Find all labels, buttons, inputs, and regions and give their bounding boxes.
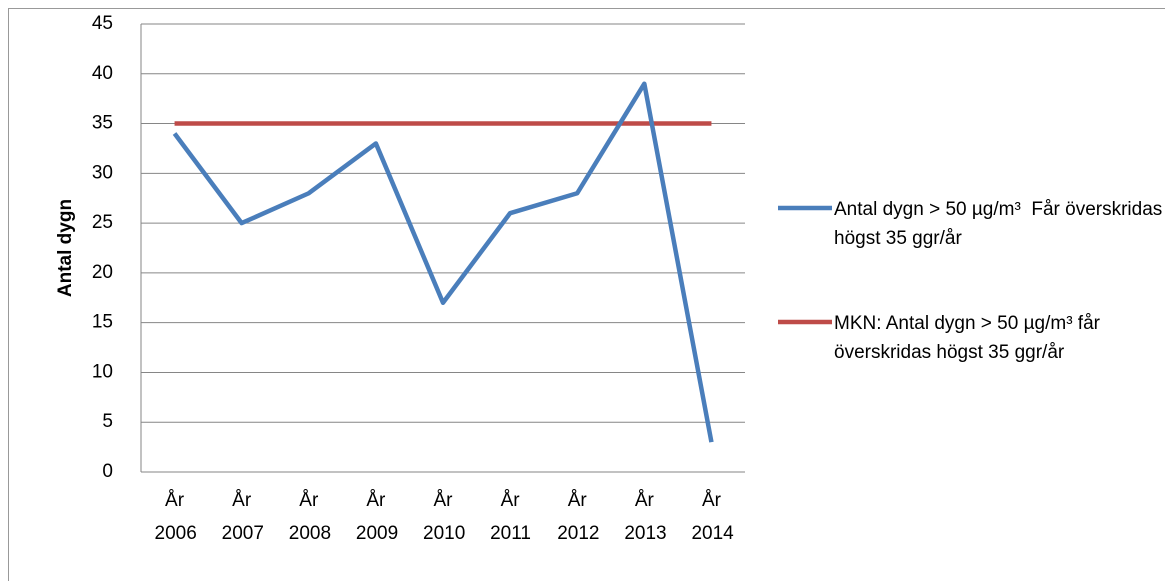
x-tick-label: År 2008 (288, 490, 332, 544)
y-tick-label: 35 (92, 113, 113, 134)
x-tick-label: År 2014 (691, 490, 734, 544)
legend-label: MKN: Antal dygn > 50 µg/m³ får överskrid… (834, 313, 1106, 363)
y-tick-label: 45 (92, 13, 113, 34)
y-tick-label: 15 (92, 312, 113, 333)
y-axis-label: Antal dygn (55, 199, 76, 297)
x-tick-label: År 2010 (423, 490, 466, 544)
y-tick-label: 30 (92, 162, 113, 183)
x-tick-label: År 2011 (490, 490, 531, 544)
x-tick-label: År 2013 (624, 490, 667, 544)
y-tick-label: 0 (102, 461, 113, 482)
data-line (172, 81, 714, 443)
y-tick-label: 10 (92, 361, 113, 382)
y-tick-label: 25 (92, 212, 113, 233)
x-tick-label: År 2009 (355, 490, 399, 544)
y-tick-label: 20 (92, 262, 113, 283)
x-tick-label: År 2006 (154, 490, 197, 544)
y-tick-label: 40 (92, 63, 113, 84)
y-tick-label: 5 (102, 411, 113, 432)
x-tick-label: År 2007 (221, 490, 264, 544)
x-tick-label: År 2012 (557, 490, 600, 544)
legend-label: Antal dygn > 50 µg/m³ Får överskridas hö… (834, 199, 1163, 249)
chart-frame (8, 8, 1165, 581)
